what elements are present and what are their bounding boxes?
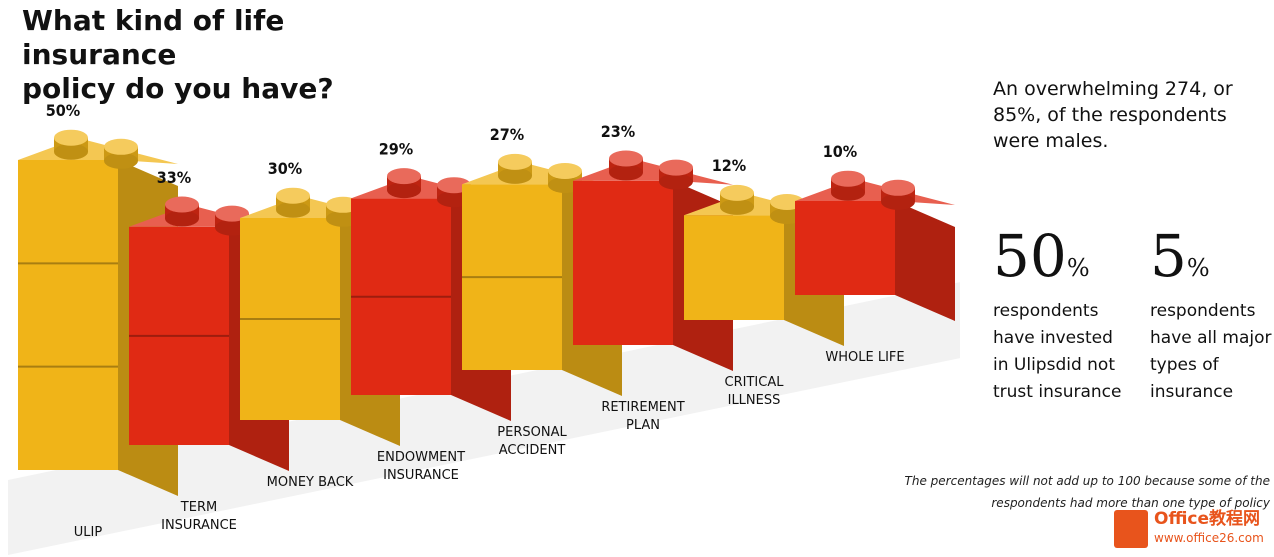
intro-line-2: 85%, of the respondents [993, 104, 1227, 126]
bar-side-face [895, 201, 955, 321]
footnote-line-2: respondents had more than one type of po… [991, 496, 1270, 510]
stat1-desc-line: in Ulipsdid not [993, 355, 1115, 375]
brick-stud-top [104, 138, 138, 155]
stat2-desc-line: have all major [1150, 328, 1272, 348]
title-line-1: What kind of life insurance [22, 4, 285, 71]
brick-stud-bottom [54, 143, 88, 160]
stat-number: 5% [1150, 222, 1210, 290]
value-label: 30% [268, 159, 302, 178]
bar-front-face [18, 160, 118, 470]
value-label: 27% [490, 125, 524, 144]
stat1-desc-line: respondents [993, 301, 1099, 321]
stat-number: 50% [993, 222, 1090, 290]
brick-stud-bottom [387, 182, 421, 199]
percent-sign: % [1066, 254, 1090, 282]
category-label: CRITICAL [725, 375, 785, 390]
watermark-logo: Office教程网 www.office26.com [1114, 506, 1274, 556]
office-logo-icon [1114, 510, 1148, 548]
bar-whole-life [795, 170, 955, 321]
brick-stud-bottom [276, 201, 310, 218]
brick-stud-top [276, 187, 310, 204]
brick-stud-top [881, 179, 915, 196]
category-label: PLAN [626, 418, 660, 433]
intro-line-3: were males. [993, 130, 1109, 152]
category-label: INSURANCE [383, 468, 459, 483]
brick-stud-top [720, 184, 754, 201]
category-label: RETIREMENT [601, 400, 684, 415]
intro-line-1: An overwhelming 274, or [993, 78, 1233, 100]
stat-description: respondents have all major types of insu… [1150, 298, 1274, 406]
category-label: WHOLE LIFE [825, 350, 904, 365]
ulip-distrust-stat: 50% respondents have invested in Ulipsdi… [993, 226, 1143, 406]
stat2-desc-line: respondents [1150, 301, 1256, 321]
title-line-2: policy do you have? [22, 72, 334, 105]
brick-stud-bottom [659, 173, 693, 190]
stat2-desc-line: types of [1150, 355, 1219, 375]
category-label: ULIP [74, 525, 103, 540]
brick-stud-bottom [498, 167, 532, 184]
brick-stud-bottom [104, 152, 138, 169]
brick-stud-top [548, 163, 582, 179]
stat1-desc-line: have invested [993, 328, 1113, 348]
value-label: 23% [601, 122, 635, 141]
brick-stud-top [54, 129, 88, 146]
bar-front-face [684, 215, 784, 320]
brick-stud-bottom [609, 164, 643, 181]
stat1-desc-line: trust insurance [993, 382, 1122, 402]
brick-stud-top [659, 159, 693, 176]
chart-title: What kind of life insurance policy do yo… [22, 4, 442, 106]
brick-stud-top [609, 150, 643, 167]
male-respondents-note: An overwhelming 274, or 85%, of the resp… [993, 76, 1263, 154]
bar-front-face [795, 201, 895, 295]
brick-stud-bottom [720, 198, 754, 215]
category-label: ENDOWMENT [377, 450, 465, 465]
watermark-url: www.office26.com [1154, 531, 1264, 545]
value-label: 10% [823, 142, 857, 161]
brick-bar-chart: 50% ULIP 33% TERM INSURANCE 30% MONEY BACK 29% E… [8, 101, 960, 555]
all-types-stat: 5% respondents have all major types of i… [1150, 226, 1274, 406]
brick-stud-top [498, 153, 532, 170]
percent-sign: % [1186, 254, 1210, 282]
footnote: The percentages will not add up to 100 b… [840, 470, 1270, 514]
category-label: INSURANCE [161, 518, 237, 533]
brick-stud-bottom [831, 184, 865, 201]
footnote-line-1: The percentages will not add up to 100 b… [904, 474, 1270, 488]
value-label: 29% [379, 139, 413, 158]
category-label: PERSONAL [497, 425, 567, 440]
category-label: MONEY BACK [267, 475, 354, 490]
brick-stud-top [831, 170, 865, 187]
bar-front-face [573, 180, 673, 345]
category-label: TERM [180, 500, 217, 515]
brick-stud-bottom [881, 193, 915, 210]
value-label: 33% [157, 168, 191, 187]
watermark-name: Office教程网 [1154, 509, 1261, 529]
stat2-desc-line: insurance [1150, 382, 1234, 402]
category-label: ACCIDENT [499, 443, 566, 458]
brick-stud-top [215, 205, 249, 222]
brick-stud-top [387, 168, 421, 185]
value-label: 12% [712, 156, 746, 175]
brick-stud-top [165, 196, 199, 213]
value-label: 50% [46, 101, 80, 120]
category-label: ILLNESS [728, 393, 781, 408]
stat-description: respondents have invested in Ulipsdid no… [993, 298, 1143, 406]
brick-stud-bottom [165, 210, 199, 227]
